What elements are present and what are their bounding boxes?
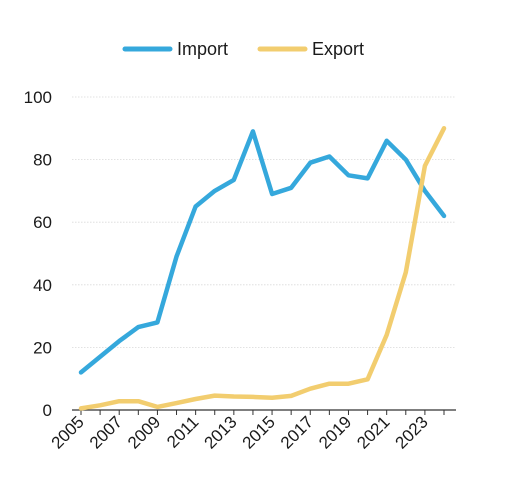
y-tick-label: 0 (43, 401, 52, 420)
x-tick-label: 2005 (48, 412, 88, 452)
series-lines (78, 126, 447, 411)
grid-lines (72, 96, 456, 348)
x-tick-label: 2011 (163, 412, 202, 451)
y-tick-label: 100 (24, 88, 52, 107)
x-tick-label: 2015 (239, 412, 279, 452)
x-tick-label: 2013 (200, 412, 240, 452)
legend-label-import: Import (177, 39, 228, 59)
series-line-export (78, 126, 447, 411)
y-tick-label: 40 (33, 276, 52, 295)
x-tick-label: 2021 (353, 412, 393, 452)
legend: Import Export (122, 39, 364, 59)
x-tick-label: 2023 (392, 412, 432, 452)
y-axis: 0 20 40 60 80 100 (24, 88, 52, 420)
x-tick-label: 2009 (124, 412, 164, 452)
x-tick-label: 2007 (86, 412, 126, 452)
y-tick-label: 60 (33, 213, 52, 232)
legend-label-export: Export (312, 39, 364, 59)
x-tick-label: 2017 (277, 412, 317, 452)
y-tick-label: 80 (33, 151, 52, 170)
series-line-import (78, 129, 447, 375)
y-tick-label: 20 (33, 338, 52, 357)
x-tick-label: 2019 (315, 412, 355, 452)
